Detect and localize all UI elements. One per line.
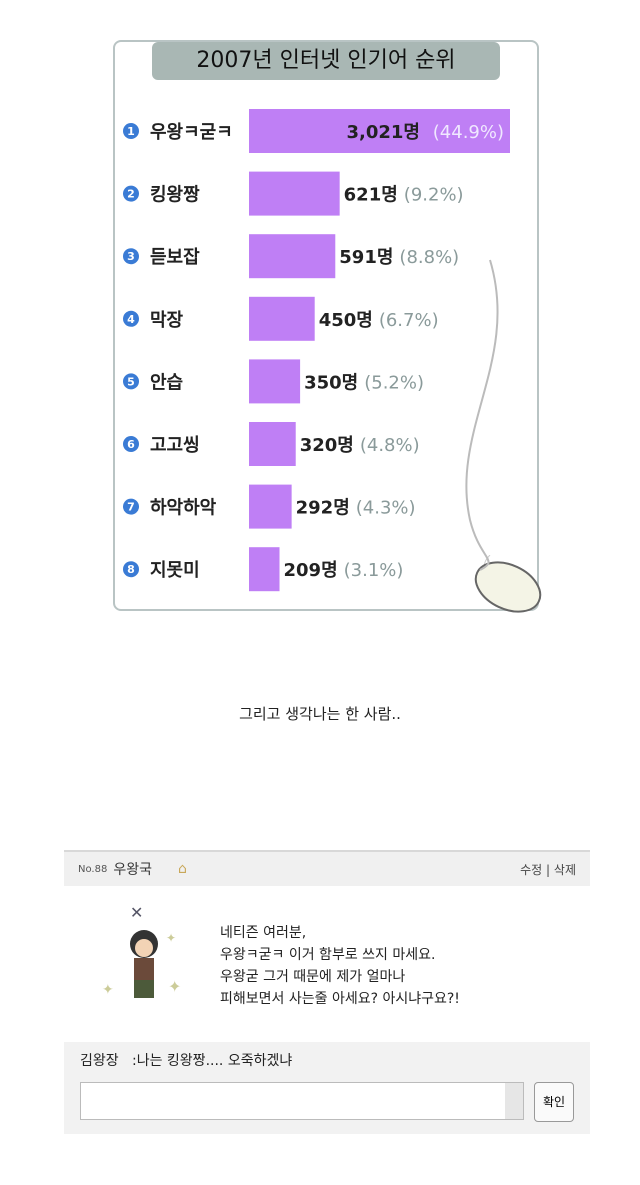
rank-number: 1 [127,125,135,138]
post-number: No.88 [78,863,108,875]
value-label: 3,021명 [347,122,421,143]
bar [249,109,510,153]
percent-label: (4.3%) [356,498,416,519]
category-label: 킹왕짱 [150,185,200,206]
rank-badge [123,310,139,327]
bar [249,422,296,466]
chart-title: 2007년 인터넷 인기어 순위 [152,42,500,80]
post-header: No.88 우왕국 ⌂ 수정 | 삭제 [64,852,590,886]
svg-text:✦: ✦ [166,931,176,945]
guestbook-post: No.88 우왕국 ⌂ 수정 | 삭제 ✕ ✦ ✦ ✦ 네티즌 여러분, 우왕ㅋ… [64,850,590,1134]
value-label: 450명 [319,310,373,331]
rank-number: 6 [127,438,135,451]
rank-badge [123,561,139,578]
category-label: 하악하악 [150,498,217,519]
post-author[interactable]: 우왕국 [113,862,152,878]
post-actions: 수정 | 삭제 [520,861,576,878]
percent-label: (44.9%) [433,122,504,143]
value-label: 621명 [344,185,398,206]
svg-text:✕: ✕ [130,903,143,922]
bar [249,547,280,592]
rank-number: 3 [127,250,135,263]
category-label: 듣보잡 [150,247,200,268]
bar [249,359,301,404]
caption: 그리고 생각나는 한 사람.. [239,705,401,723]
comment-section: 김왕장 :나는 킹왕짱.... 오죽하겠냐 확인 [64,1042,590,1134]
mouse-icon [474,555,542,613]
bar [249,234,336,279]
comment: 김왕장 :나는 킹왕짱.... 오죽하겠냐 [80,1050,292,1070]
rank-badge [123,373,139,390]
category-label: 막장 [150,310,184,331]
bar [249,484,292,529]
percent-label: (8.8%) [399,247,459,268]
delete-link[interactable]: 삭제 [553,862,576,877]
mouse-cord [465,259,499,571]
home-icon[interactable]: ⌂ [177,861,187,877]
post-message: 네티즌 여러분, 우왕ㅋ굳ㅋ 이거 함부로 쓰지 마세요. 우왕굳 그거 때문에… [220,925,460,1007]
rank-badge [123,248,139,265]
rank-badge [123,123,139,139]
value-label: 320명 [300,435,354,456]
bar-chart: 1 우왕ㅋ굳ㅋ 3,021명 (44.9%) 2 킹왕짱 621명 (9.2%) 3 듣보잡 591… [123,109,510,592]
percent-label: (6.7%) [379,310,439,331]
percent-label: (3.1%) [344,560,404,581]
category-label: 지못미 [150,560,200,581]
rank-badge [123,185,139,202]
scrollbar[interactable] [505,1083,523,1119]
value-label: 209명 [284,560,338,581]
rank-number: 5 [127,375,135,388]
value-label: 350명 [304,372,358,393]
rank-number: 4 [127,313,135,326]
rank-number: 8 [127,563,135,576]
category-label: 우왕ㅋ굳ㅋ [150,122,233,143]
rank-badge [123,498,139,515]
percent-label: (9.2%) [404,185,464,206]
comment-author[interactable]: 김왕장 [80,1053,119,1069]
rank-number: 2 [127,188,135,201]
category-label: 안습 [150,372,183,393]
avatar: ✕ ✦ ✦ ✦ [102,903,181,998]
rank-number: 7 [127,501,135,514]
value-label: 591명 [339,247,393,268]
edit-link[interactable]: 수정 [520,862,543,877]
comment-text: :나는 킹왕짱.... 오죽하겠냐 [132,1053,293,1069]
svg-text:✦: ✦ [102,982,114,998]
comment-input[interactable] [80,1082,524,1120]
svg-text:✦: ✦ [168,977,181,996]
category-label: 고고씽 [150,435,200,456]
bar [249,171,340,216]
percent-label: (5.2%) [364,372,424,393]
rank-badge [123,436,139,452]
separator: | [546,862,551,877]
value-label: 292명 [296,498,350,519]
percent-label: (4.8%) [360,435,420,456]
bar [249,296,315,341]
submit-button[interactable]: 확인 [534,1082,574,1122]
